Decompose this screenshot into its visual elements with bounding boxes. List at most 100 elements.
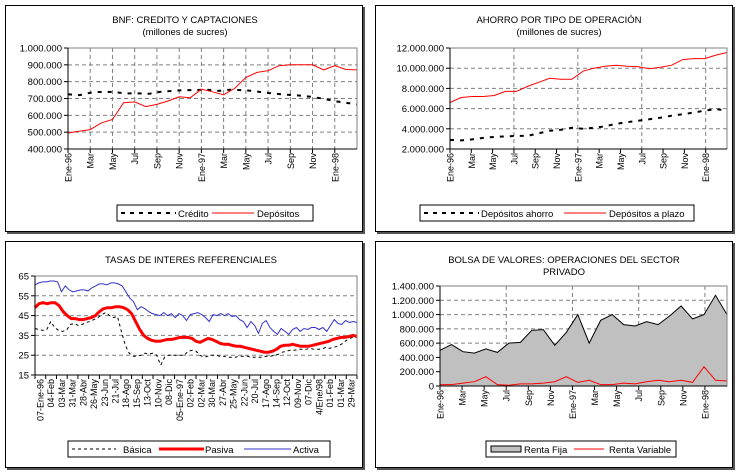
x-tick-label: Jul	[509, 153, 519, 165]
chart-panel-bolsa-valores: BOLSA DE VALORES: OPERACIONES DEL SECTOR…	[375, 241, 733, 468]
x-tick-label: 02-Mar	[196, 379, 206, 408]
x-tick-label: Nov	[546, 390, 556, 407]
x-tick-label: 27-Abr	[218, 379, 228, 406]
legend-label-credito: Crédito	[178, 209, 209, 220]
chart-subtitle: (millones de sucres)	[517, 27, 602, 38]
x-tick-label: Ene-96	[436, 390, 446, 419]
y-tick-label: 400.000	[28, 145, 62, 156]
series-renta-variable-line	[440, 365, 728, 386]
y-tick-label: 800.000	[400, 324, 434, 335]
chart-svg-c3: TASAS DE INTERES REFERENCIALES 15 25 35 45 5…	[18, 255, 358, 458]
y-tick-label: 1.000.000	[392, 310, 434, 321]
chart-title-line2: PRIVADO	[543, 267, 585, 278]
series-renta-fija-area	[440, 295, 727, 386]
x-tick-label: 25-May	[229, 379, 239, 410]
x-tick-label: Jul	[264, 153, 274, 165]
x-tick-label: May	[480, 390, 490, 408]
chart-title: BOLSA DE VALORES: OPERACIONES DEL SECTOR	[448, 255, 680, 266]
x-tick-label: 30-Mar	[207, 379, 217, 408]
y-tick-label: 1.000.000	[20, 44, 62, 55]
x-tick-label: 02-Feb	[186, 379, 196, 408]
x-tick-label: 26-May	[89, 379, 99, 410]
y-tick-label: 1.200.000	[392, 296, 434, 307]
x-tick-label: Sep	[286, 153, 296, 169]
x-tick-label: 09-Nov	[293, 379, 303, 409]
x-tick-label: May	[616, 153, 626, 171]
x-tick-label: Ene-98	[701, 153, 711, 182]
x-tick-label: Sep	[531, 153, 541, 169]
y-tick-label: 25	[18, 351, 29, 362]
x-tick-label: 23-Jun	[100, 379, 110, 407]
y-tick-label: 4.000.000	[402, 124, 444, 135]
x-tick-label: Mar	[595, 153, 605, 169]
plot-area: 0 200.000 400.000 600.000 800.000 1.000.000 1.…	[392, 282, 728, 419]
legend: Crédito Depósitos	[116, 204, 314, 222]
chart-svg-c4: BOLSA DE VALORES: OPERACIONES DEL SECTOR…	[392, 255, 728, 458]
x-tick-label: 04-Feb	[46, 379, 56, 408]
series-depósitos-a-plazo-line	[449, 52, 728, 103]
y-tick-label: 600.000	[28, 111, 62, 122]
x-tick-label: Mar	[590, 390, 600, 406]
x-tick-label: 05-Ene-97	[175, 379, 185, 421]
legend-label-depositos-ahorro: Depósitos ahorro	[481, 209, 553, 220]
legend-box	[419, 204, 695, 222]
series-básica-line	[34, 312, 357, 367]
y-tick-label: 6.000.000	[402, 104, 444, 115]
x-tick-label: 15-Sep	[132, 379, 142, 408]
y-tick-label: 600.000	[400, 339, 434, 350]
plot-border	[449, 47, 728, 150]
x-tick-label: 13-Oct	[143, 379, 153, 407]
x-tick-label: 31-Mar	[68, 379, 78, 408]
x-tick-label: Nov	[308, 153, 318, 170]
x-tick-label: Sep	[659, 153, 669, 169]
x-tick-label: May	[241, 153, 251, 171]
x-tick-label: May	[108, 153, 118, 171]
series-renta-fija-line	[439, 294, 728, 354]
chart-subtitle: (millones de sucres)	[143, 27, 228, 38]
legend-swatch-renta-fija	[490, 445, 522, 453]
x-tick-label: 28-Abr	[78, 379, 88, 406]
x-tick-label: Nov	[175, 153, 185, 170]
chart-svg-c2: AHORRO POR TIPO DE OPERACIÓN (millones d…	[396, 15, 728, 222]
x-tick-label: 4/Ene/98	[314, 379, 324, 415]
legend-label-renta-fija: Renta Fija	[524, 445, 568, 456]
series-depósitos-ahorro-line	[449, 108, 728, 142]
x-tick-label: Jul	[502, 390, 512, 402]
x-tick-label: 22-Jun	[239, 379, 249, 407]
x-tick-label: 21-Jul	[111, 379, 121, 404]
chart-title: AHORRO POR TIPO DE OPERACIÓN	[476, 15, 641, 26]
x-tick-label: 10-Nov	[153, 379, 163, 409]
y-tick-label: 1.400.000	[392, 282, 434, 293]
y-tick-label: 12.000.000	[396, 44, 444, 55]
x-tick-label: Ene-98	[700, 390, 710, 419]
y-tick-label: 0	[429, 382, 434, 393]
y-tick-label: 15	[18, 371, 29, 382]
y-tick-label: 35	[18, 331, 29, 342]
x-tick-label: 12-Oct	[282, 379, 292, 407]
y-tick-label: 45	[18, 311, 29, 322]
x-tick-label: 18-Ago	[121, 379, 131, 408]
series-crédito-line	[67, 88, 358, 106]
x-tick-label: 29-Mar	[347, 379, 357, 408]
series-activa-line	[34, 280, 358, 336]
legend-label-depositos: Depósitos	[257, 209, 299, 220]
series-pasiva-line	[33, 301, 358, 354]
x-tick-label: Jul	[130, 153, 140, 165]
x-tick-label: 01-Mar	[336, 379, 346, 408]
x-tick-label: Ene-96	[446, 153, 456, 182]
legend-label-basica: Básica	[123, 445, 152, 456]
x-tick-label: Mar	[86, 153, 96, 169]
x-tick-label: Mar	[467, 153, 477, 169]
x-tick-label: Jul	[634, 390, 644, 402]
y-tick-label: 900.000	[28, 60, 62, 71]
x-tick-label: 14-Sep	[272, 379, 282, 408]
x-tick-label: Ene-97	[573, 153, 583, 182]
x-tick-label: Sep	[656, 390, 666, 406]
x-tick-label: 03-Mar	[57, 379, 67, 408]
x-tick-label: 07-Dic	[304, 379, 314, 406]
x-tick-label: May	[612, 390, 622, 408]
legend: Depósitos ahorro Depósitos a plazo	[419, 204, 695, 222]
y-tick-label: 800.000	[28, 77, 62, 88]
legend: Básica Pasiva Activa	[67, 440, 331, 458]
